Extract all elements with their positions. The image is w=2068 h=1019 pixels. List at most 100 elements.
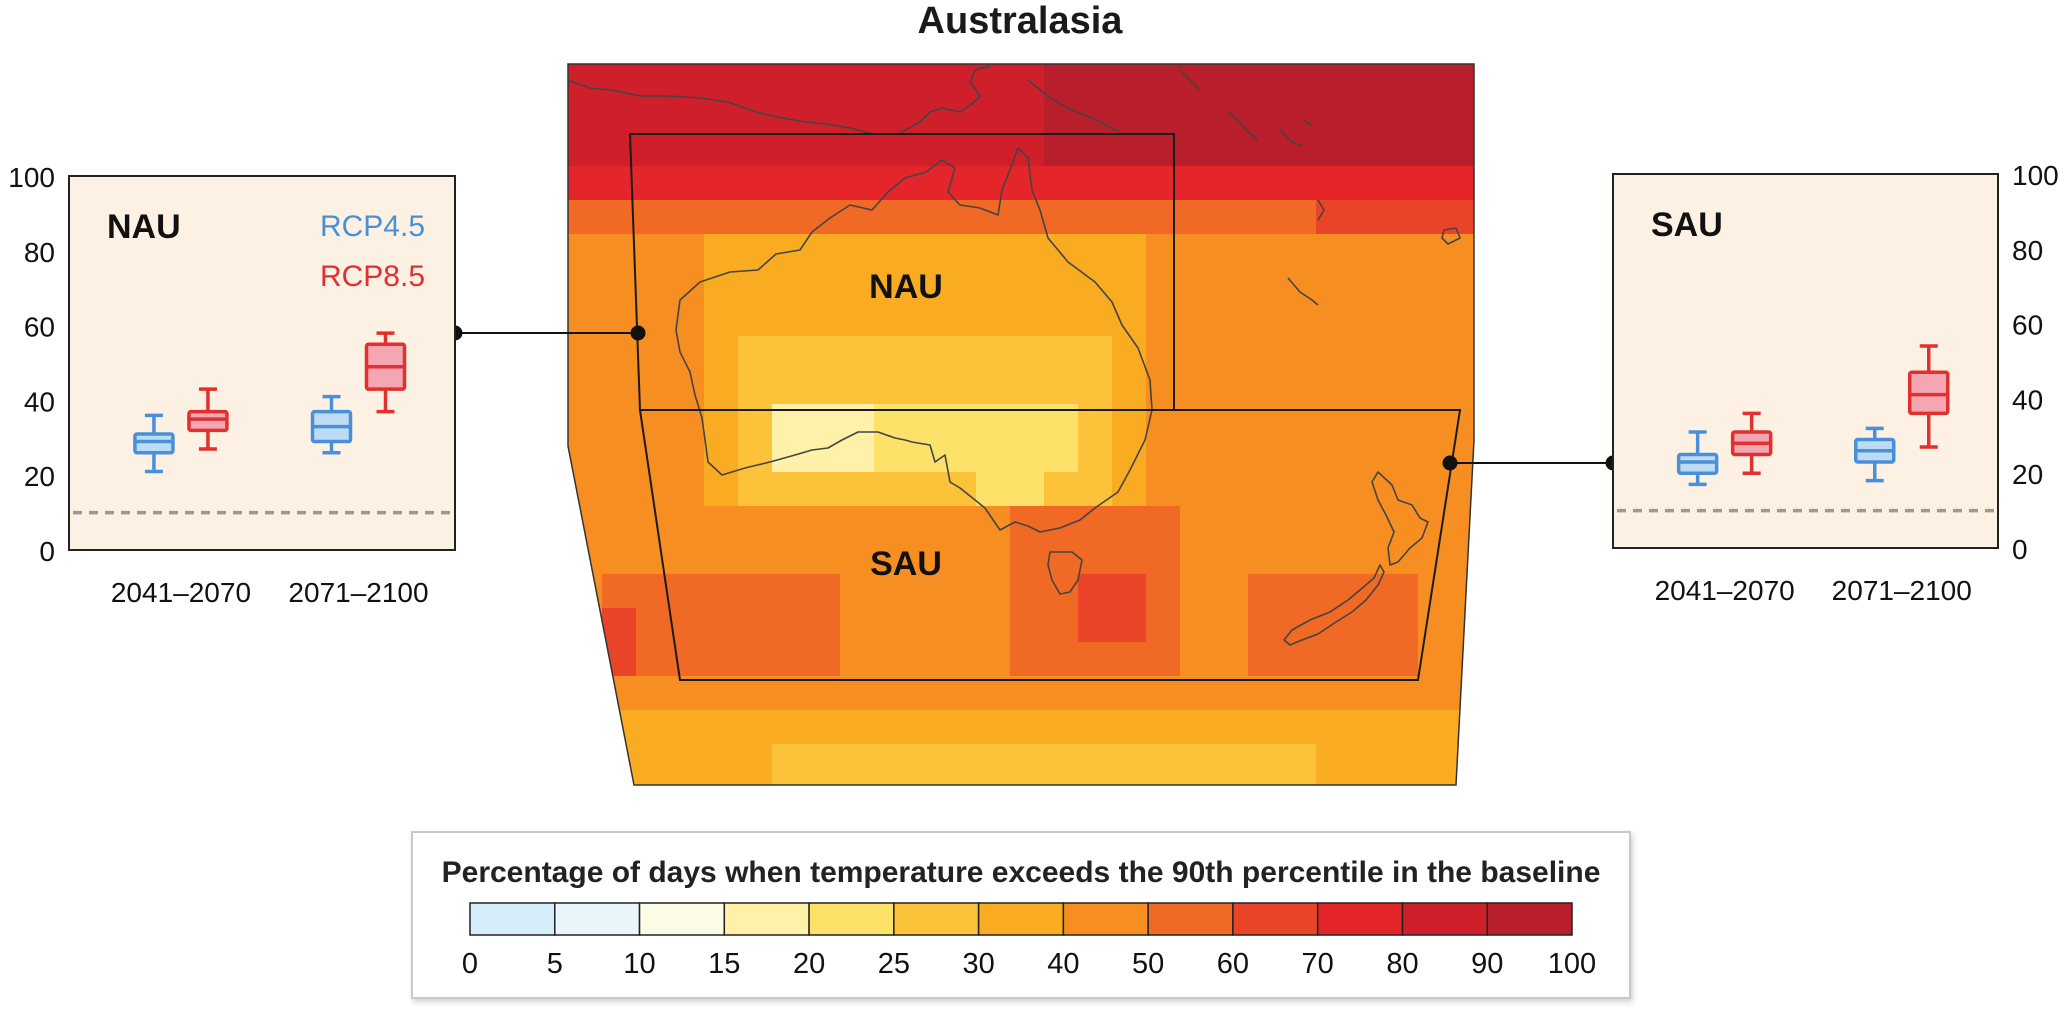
- sau-boxplot-panel: 0 20 40 60 80 100 SAU 2041–2070 2071–2100: [1612, 160, 2059, 606]
- map-cell: [738, 778, 773, 785]
- map-cell: [704, 506, 739, 541]
- map-cell: [1146, 268, 1181, 303]
- legend-tick: 10: [623, 948, 655, 980]
- map-cell: [1282, 438, 1317, 473]
- map-cell: [636, 166, 671, 201]
- map-cell: [1316, 710, 1351, 745]
- map-cell: [738, 132, 773, 167]
- map-cell: [874, 472, 909, 507]
- map-cell: [738, 336, 773, 371]
- map-cell: [942, 98, 977, 133]
- map-cell: [942, 744, 977, 779]
- map-cell: [1112, 438, 1147, 473]
- map-cell: [1316, 642, 1351, 677]
- map-cell: [976, 234, 1011, 269]
- map-cell: [806, 336, 841, 371]
- map-cell: [1214, 506, 1249, 541]
- map-cell: [1010, 302, 1045, 337]
- map-cell: [1214, 574, 1249, 609]
- map-cell: [1214, 302, 1249, 337]
- map-cell: [1316, 166, 1351, 201]
- map-cell: [772, 574, 807, 609]
- map-cell: [1384, 64, 1419, 99]
- map-cell: [670, 710, 705, 745]
- map-cell: [908, 540, 943, 575]
- map-cell: [942, 540, 977, 575]
- y-tick-label: 0: [2012, 534, 2028, 565]
- map-cell: [1316, 540, 1351, 575]
- map-cell: [942, 336, 977, 371]
- map-cell: [1452, 234, 1474, 269]
- figure-title: Australasia: [918, 0, 1124, 42]
- map-cell: [738, 540, 773, 575]
- map-cell: [1248, 64, 1283, 99]
- map-cell: [704, 268, 739, 303]
- map-cell: [568, 404, 603, 439]
- map-cell: [942, 200, 977, 235]
- sau-region-box: [638, 409, 1462, 681]
- map-cell: [1078, 234, 1113, 269]
- map-cell: [840, 64, 875, 99]
- map-cell: [1180, 370, 1215, 405]
- x-category-label: 2071–2100: [1832, 575, 1972, 606]
- map-cell: [1078, 370, 1113, 405]
- map-cell: [1146, 64, 1181, 99]
- map-cell: [874, 132, 909, 167]
- map-cell: [1180, 234, 1215, 269]
- map-cell: [1146, 506, 1181, 541]
- map-cell: [670, 506, 705, 541]
- map-cell: [806, 98, 841, 133]
- map-cell: [1214, 132, 1249, 167]
- map-cell: [874, 642, 909, 677]
- map-cell: [1384, 574, 1419, 609]
- map-cell: [806, 200, 841, 235]
- map-cell: [1282, 642, 1317, 677]
- map-cell: [806, 234, 841, 269]
- map-cell: [874, 234, 909, 269]
- map-cell: [874, 778, 909, 785]
- map-cell: [1078, 642, 1113, 677]
- map-cell: [1044, 370, 1079, 405]
- map-cell: [1214, 234, 1249, 269]
- map-cell: [1452, 574, 1474, 609]
- map-cell: [1350, 166, 1385, 201]
- map-cell: [1418, 370, 1453, 405]
- map-cell: [1282, 710, 1317, 745]
- map-cell: [1078, 132, 1113, 167]
- map-cell: [1350, 744, 1385, 779]
- map-cell: [1180, 200, 1215, 235]
- map-cell: [1044, 166, 1079, 201]
- map-cell: [1078, 472, 1113, 507]
- map-cell: [738, 64, 773, 99]
- map-cell: [942, 302, 977, 337]
- map-cell: [908, 676, 943, 711]
- map-cell: [1350, 676, 1385, 711]
- map-cell: [1282, 472, 1317, 507]
- map-cell: [1078, 540, 1113, 575]
- map-cell: [602, 200, 637, 235]
- map-cell: [942, 234, 977, 269]
- map-cell: [908, 710, 943, 745]
- map-cell: [772, 506, 807, 541]
- map-cell: [602, 710, 637, 745]
- map-cell: [602, 404, 637, 439]
- map-cell: [704, 336, 739, 371]
- legend-rcp45: RCP4.5: [320, 210, 425, 243]
- map-cell: [1044, 268, 1079, 303]
- map-cell: [840, 438, 875, 473]
- map-cell: [602, 370, 637, 405]
- legend-tick: 0: [462, 948, 478, 980]
- map-cell: [840, 710, 875, 745]
- map-cell: [1112, 778, 1147, 785]
- panel-title: NAU: [107, 208, 181, 246]
- legend-rcp85: RCP8.5: [320, 260, 425, 293]
- map-cell: [1350, 268, 1385, 303]
- map-cell: [1418, 710, 1453, 745]
- legend-tick: 20: [793, 948, 825, 980]
- map-cell: [1316, 336, 1351, 371]
- map-cell: [704, 574, 739, 609]
- map-cell: [1418, 336, 1453, 371]
- map-cell: [1418, 608, 1453, 643]
- legend-swatch: [893, 902, 980, 936]
- map-cell: [1180, 472, 1215, 507]
